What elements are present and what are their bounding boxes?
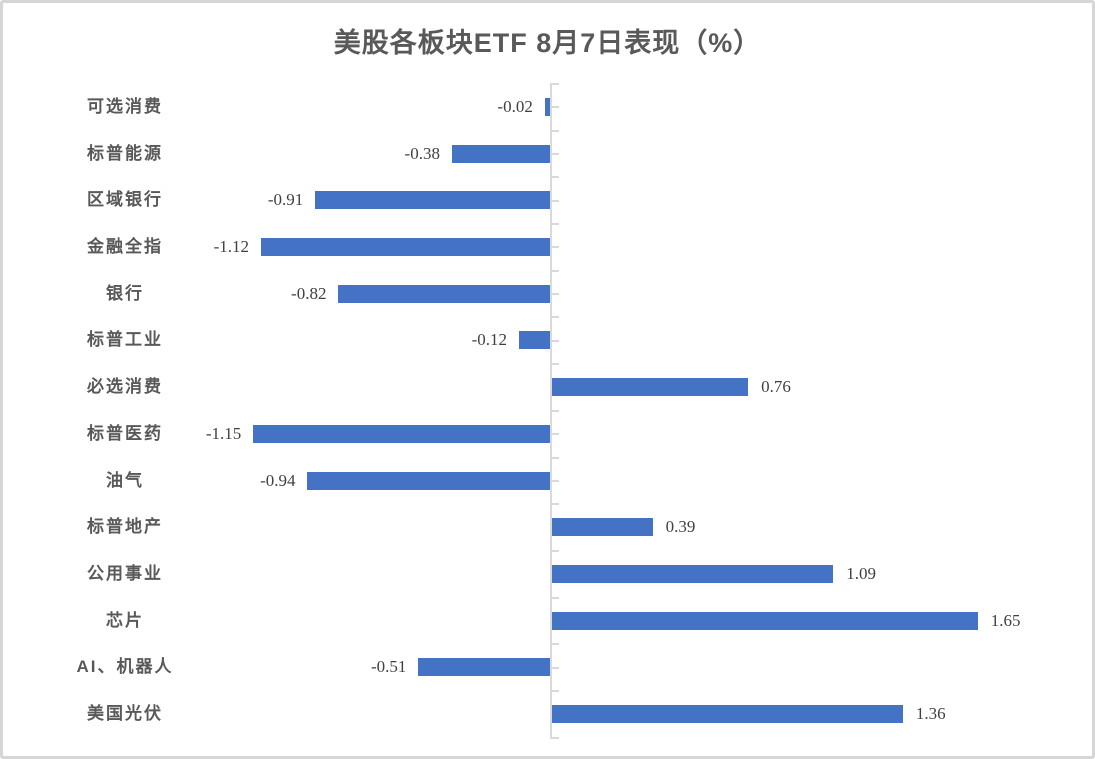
category-label: 必选消费 bbox=[87, 377, 163, 397]
bar bbox=[544, 98, 550, 116]
value-label: -1.12 bbox=[213, 237, 250, 257]
axis-tick bbox=[550, 643, 559, 646]
bar bbox=[552, 704, 903, 723]
value-label: 0.39 bbox=[665, 517, 696, 537]
bar bbox=[253, 424, 550, 443]
axis-tick bbox=[550, 176, 559, 179]
axis-tick bbox=[550, 269, 559, 272]
axis-tick bbox=[550, 293, 559, 296]
value-label: 1.09 bbox=[846, 563, 876, 583]
axis-tick bbox=[550, 83, 559, 85]
value-label: 1.36 bbox=[915, 703, 946, 723]
axis-tick bbox=[550, 549, 559, 552]
axis-tick bbox=[550, 223, 559, 226]
axis-tick bbox=[550, 199, 559, 202]
bar bbox=[418, 658, 550, 677]
value-label: 0.76 bbox=[761, 377, 791, 397]
value-label: -0.82 bbox=[291, 283, 327, 303]
bar bbox=[315, 191, 550, 210]
category-label: 标普医药 bbox=[87, 423, 163, 443]
axis-tick bbox=[550, 666, 559, 669]
axis-tick bbox=[550, 363, 559, 366]
bar bbox=[451, 144, 550, 163]
category-label: 标普地产 bbox=[87, 517, 163, 537]
bar bbox=[519, 331, 550, 350]
bar bbox=[261, 238, 550, 257]
chart-title: 美股各板块ETF 8月7日表现（%） bbox=[333, 28, 762, 58]
category-label: 银行 bbox=[106, 283, 144, 303]
axis-tick bbox=[550, 689, 559, 692]
axis-tick bbox=[550, 503, 559, 506]
axis-tick bbox=[550, 246, 559, 249]
value-label: -1.15 bbox=[205, 423, 242, 443]
axis-tick bbox=[550, 596, 559, 599]
value-label: -0.51 bbox=[371, 657, 407, 677]
category-label: 公用事业 bbox=[87, 563, 163, 583]
value-label: 1.65 bbox=[990, 610, 1021, 630]
axis-tick bbox=[550, 106, 559, 109]
value-label: -0.02 bbox=[497, 97, 533, 116]
plot-area: 可选消费 -0.02 标普能源 -0.38 区域银行 -0.91 金融全指 -1.12 银行 -0… bbox=[3, 3, 1092, 756]
axis-tick bbox=[550, 153, 559, 156]
category-label: 金融全指 bbox=[87, 237, 163, 257]
axis-tick bbox=[550, 736, 559, 739]
value-label: -0.94 bbox=[260, 470, 296, 490]
bar bbox=[552, 611, 978, 630]
category-label: 可选消费 bbox=[87, 97, 163, 116]
bar bbox=[307, 471, 550, 490]
category-label: 美国光伏 bbox=[87, 703, 163, 723]
bar bbox=[552, 378, 749, 397]
bar bbox=[552, 564, 834, 583]
axis-tick bbox=[550, 479, 559, 482]
axis-tick bbox=[550, 409, 559, 412]
category-label: AI、机器人 bbox=[76, 657, 174, 677]
axis-tick bbox=[550, 433, 559, 436]
value-label: -0.38 bbox=[404, 143, 440, 163]
axis-tick bbox=[550, 316, 559, 319]
value-label: -0.91 bbox=[267, 190, 304, 210]
category-label: 油气 bbox=[106, 470, 144, 490]
category-label: 芯片 bbox=[106, 610, 144, 630]
category-label: 标普能源 bbox=[87, 143, 163, 163]
value-label: -0.12 bbox=[471, 330, 508, 350]
bar bbox=[552, 518, 653, 537]
axis-tick bbox=[550, 129, 559, 132]
bar bbox=[338, 284, 550, 303]
category-label: 标普工业 bbox=[87, 330, 163, 350]
axis-tick bbox=[550, 339, 559, 342]
category-label: 区域银行 bbox=[87, 190, 163, 210]
axis-tick bbox=[550, 456, 559, 459]
